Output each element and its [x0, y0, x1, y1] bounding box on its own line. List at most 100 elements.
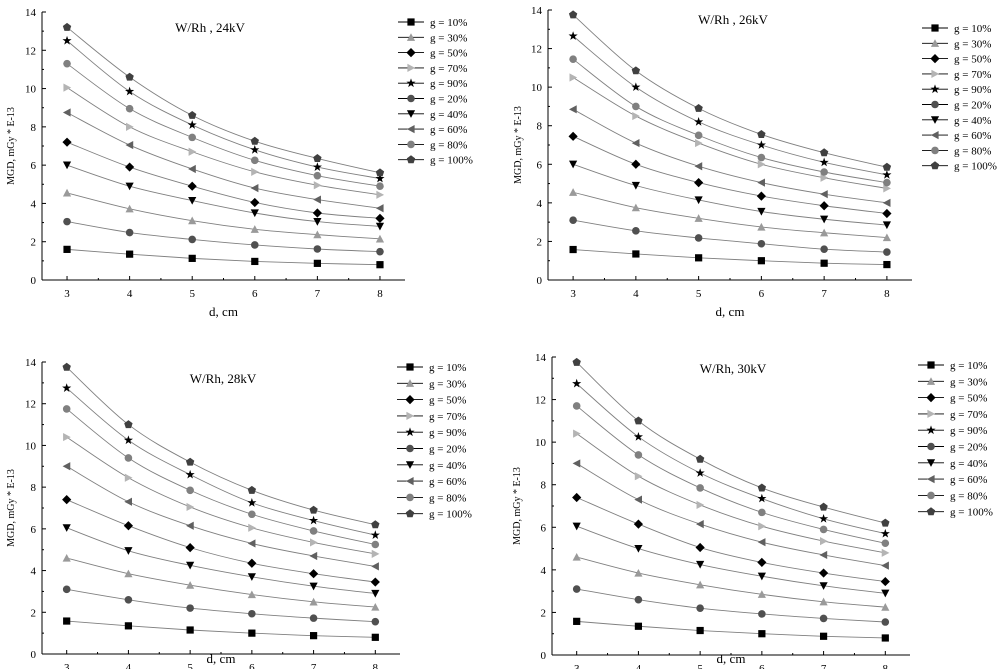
series-50pct — [568, 131, 892, 219]
legend-label: g = 30% — [430, 32, 467, 44]
data-point — [819, 201, 829, 211]
data-point — [126, 122, 134, 131]
series-line — [572, 108, 887, 204]
data-point — [126, 250, 134, 258]
x-axis-label: d, cm — [209, 304, 238, 319]
data-point — [631, 82, 641, 92]
legend-item: g = 10% — [398, 17, 467, 29]
series-20pct — [569, 216, 891, 256]
data-point — [756, 140, 766, 149]
x-axis-label: d, cm — [207, 651, 236, 666]
series-30pct — [569, 188, 891, 242]
data-point — [572, 492, 582, 503]
legend-item: g = 30% — [918, 376, 987, 388]
legend-item: g = 100% — [397, 509, 472, 521]
series-line — [572, 14, 888, 168]
series-line — [66, 26, 381, 174]
legend-label: g = 50% — [954, 54, 991, 66]
data-point — [634, 451, 643, 459]
data-point — [188, 133, 197, 142]
data-point — [250, 145, 260, 154]
series-50pct — [572, 492, 890, 587]
y-tick-label: 14 — [25, 7, 37, 19]
x-tick-label: 5 — [696, 288, 702, 300]
y-tick-label: 8 — [541, 480, 547, 492]
x-tick-label: 4 — [633, 288, 639, 300]
series-line — [66, 557, 376, 608]
x-axis-label: d, cm — [716, 304, 745, 319]
data-point — [572, 459, 581, 468]
data-point — [632, 227, 640, 235]
data-point — [633, 432, 643, 441]
data-point — [247, 539, 256, 548]
data-point — [250, 209, 259, 218]
data-point — [125, 228, 134, 237]
data-point — [573, 429, 581, 438]
legend-label: g = 30% — [954, 38, 991, 50]
data-point — [757, 239, 766, 248]
legend-marker — [931, 69, 940, 78]
data-point — [309, 614, 318, 622]
x-tick-label: 3 — [570, 288, 576, 300]
data-point — [757, 557, 767, 568]
data-point — [187, 181, 197, 191]
legend-item: g = 30% — [922, 38, 991, 50]
data-point — [376, 261, 384, 269]
legend-item: g = 40% — [397, 460, 466, 472]
series-70pct — [573, 429, 890, 557]
legend-label: g = 90% — [430, 78, 467, 90]
legend-marker — [405, 427, 415, 437]
data-point — [881, 539, 890, 548]
data-point — [695, 454, 705, 463]
series-line — [66, 164, 381, 227]
data-point — [819, 148, 829, 157]
legend-marker — [407, 140, 415, 149]
data-point — [188, 147, 197, 156]
legend-item: g = 90% — [398, 78, 467, 90]
legend-marker — [927, 491, 935, 500]
data-point — [250, 156, 259, 165]
data-point — [62, 462, 71, 471]
data-point — [695, 542, 705, 553]
data-point — [186, 626, 194, 634]
data-point — [250, 136, 259, 145]
data-point — [250, 225, 259, 233]
legend-marker — [407, 18, 415, 26]
series-line — [573, 249, 887, 266]
data-point — [634, 622, 643, 630]
series-line — [66, 40, 381, 179]
data-point — [819, 582, 828, 590]
data-point — [757, 483, 767, 492]
series-line — [573, 219, 887, 253]
series-10pct — [63, 617, 379, 641]
data-point — [820, 228, 829, 237]
data-point — [62, 524, 71, 532]
legend-item: g = 70% — [397, 411, 466, 423]
data-point — [309, 505, 318, 514]
x-tick-label: 4 — [126, 662, 132, 669]
data-point — [62, 405, 71, 413]
data-point — [819, 632, 828, 640]
y-tick-label: 4 — [31, 198, 37, 210]
data-point — [124, 547, 133, 555]
legend-marker — [406, 48, 416, 58]
data-point — [694, 131, 703, 140]
legend-marker — [931, 146, 939, 155]
data-point — [123, 521, 134, 531]
data-point — [696, 560, 705, 569]
data-point — [125, 182, 134, 191]
legend-label: g = 70% — [429, 411, 466, 423]
data-point — [883, 178, 891, 187]
data-point — [569, 188, 578, 196]
legend-label: g = 50% — [430, 48, 467, 60]
data-point — [819, 550, 828, 560]
data-point — [370, 577, 380, 587]
data-point — [188, 235, 197, 244]
y-tick-label: 10 — [531, 82, 543, 94]
legend-label: g = 70% — [950, 409, 987, 421]
data-point — [881, 518, 890, 527]
legend-label: g = 40% — [429, 460, 466, 472]
data-point — [62, 188, 72, 197]
x-tick-label: 3 — [64, 288, 70, 300]
legend-marker — [406, 411, 415, 420]
